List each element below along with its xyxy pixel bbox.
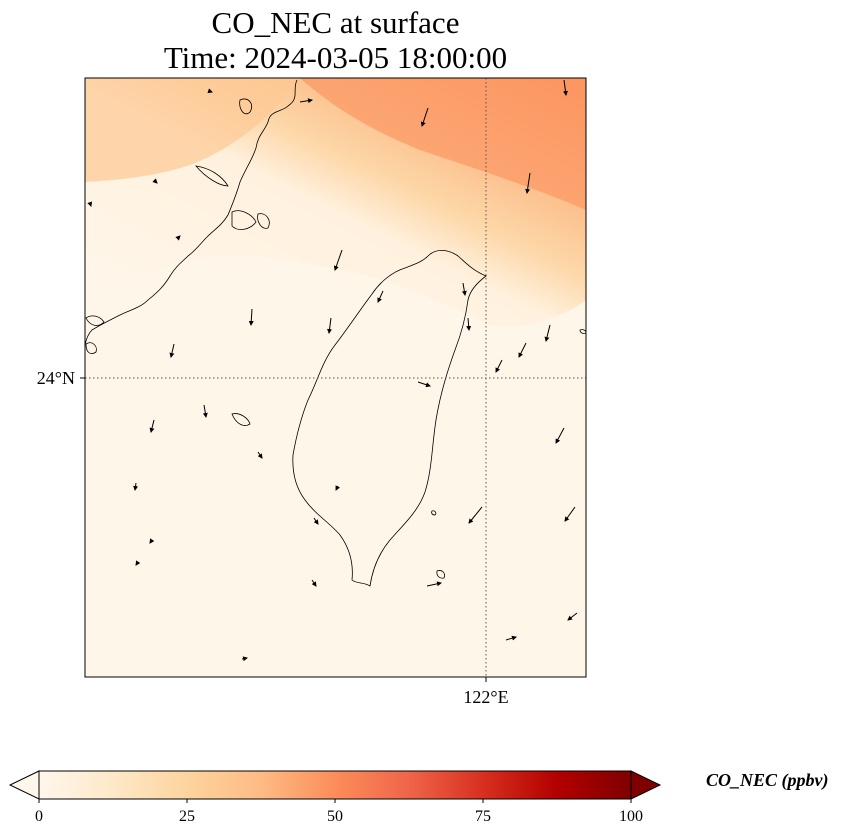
china-coast [85,79,298,346]
colorbar-tick-label: 25 [179,808,195,825]
colorbar-gradient [38,770,632,800]
map-time: Time: 2024-03-05 18:00:00 [163,40,508,75]
lon-tick-label: 122°E [463,687,508,707]
colorbar-tick-label: 100 [619,808,643,825]
gridlines [85,78,586,677]
colorbar-tick-label: 75 [475,808,491,825]
colorbar-extend-min [8,770,40,800]
colorbar-title: CO_NEC (ppbv) [706,770,829,790]
map-title: CO_NEC at surface [211,5,460,40]
taiwan-island [292,249,487,587]
wind-vectors [87,79,578,662]
coastlines [85,79,586,587]
colorbar: 0 25 50 75 100 [8,770,662,825]
concentration-field [85,78,586,677]
colorbar-tick-label: 0 [35,808,43,825]
colorbar-extend-max [630,770,662,800]
colorbar-tick-label: 50 [327,808,343,825]
lat-tick-label: 24°N [37,368,75,388]
